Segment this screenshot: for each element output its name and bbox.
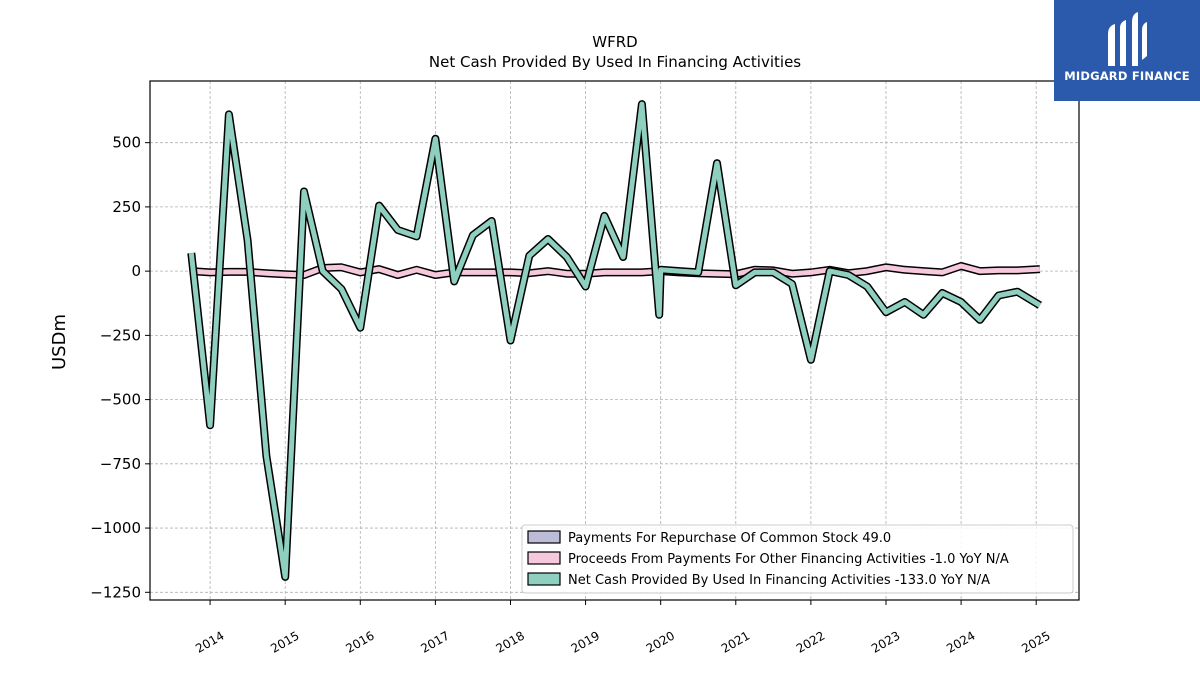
y-tick-label: −1000 (90, 519, 141, 537)
plot-frame (149, 80, 1080, 601)
x-tick-label: 2023 (869, 628, 902, 655)
legend-label-other-financing: Proceeds From Payments For Other Financi… (568, 552, 1009, 567)
x-tick-label: 2018 (494, 628, 527, 655)
x-tick-label: 2016 (343, 628, 376, 655)
y-tick-label: 500 (112, 134, 141, 152)
legend-label-net-cash: Net Cash Provided By Used In Financing A… (568, 573, 990, 588)
x-tick-label: 2022 (794, 628, 827, 655)
legend-swatch-net-cash (527, 572, 561, 586)
series-line-proceeds-from-payments-for-other-financing-activities (191, 263, 1041, 278)
x-tick-label: 2025 (1019, 628, 1052, 655)
x-tick-label: 2024 (944, 628, 977, 655)
chart-subtitle: Net Cash Provided By Used In Financing A… (429, 53, 801, 71)
legend-frame (521, 524, 1074, 594)
x-tick-label: 2017 (418, 628, 451, 655)
y-tick-label: 0 (131, 262, 141, 280)
y-tick-label: −500 (100, 391, 141, 409)
series-lines (187, 100, 1042, 581)
x-tick-label: 2019 (569, 628, 602, 655)
y-axis-label: USDm (49, 314, 70, 370)
brand-mark-icon (1108, 12, 1147, 66)
y-tick-label: −1250 (90, 583, 141, 601)
x-tick-label: 2015 (268, 628, 301, 655)
legend-swatch-repurchase (527, 530, 561, 544)
y-tick-label: 250 (112, 198, 141, 216)
legend-label-repurchase: Payments For Repurchase Of Common Stock … (568, 531, 891, 546)
x-tick-label: 2020 (644, 628, 677, 655)
y-tick-label: −250 (100, 326, 141, 344)
legend-swatch-other-financing (527, 551, 561, 565)
brand-logo: MIDGARD FINANCE (1054, 0, 1200, 101)
series-line-net-cash-provided-by-used-in-financing-activities (188, 101, 1042, 580)
y-tick-label: −750 (100, 455, 141, 473)
chart-title: WFRD (592, 33, 637, 51)
legend: Payments For Repurchase Of Common Stock … (521, 524, 1074, 594)
x-tick-label: 2021 (719, 628, 752, 655)
series-outline-net-cash-provided-by-used-in-financing-activities (187, 100, 1042, 581)
brand-name: MIDGARD FINANCE (1064, 69, 1190, 83)
x-tick-label: 2014 (193, 628, 226, 655)
y-axis-ticks: 500 250 0 −250 −500 −750 −1000 −1250 (90, 134, 150, 601)
x-axis-ticks: 2014 2015 2016 2017 2018 2019 2020 2021 2022 2023… (193, 600, 1053, 656)
